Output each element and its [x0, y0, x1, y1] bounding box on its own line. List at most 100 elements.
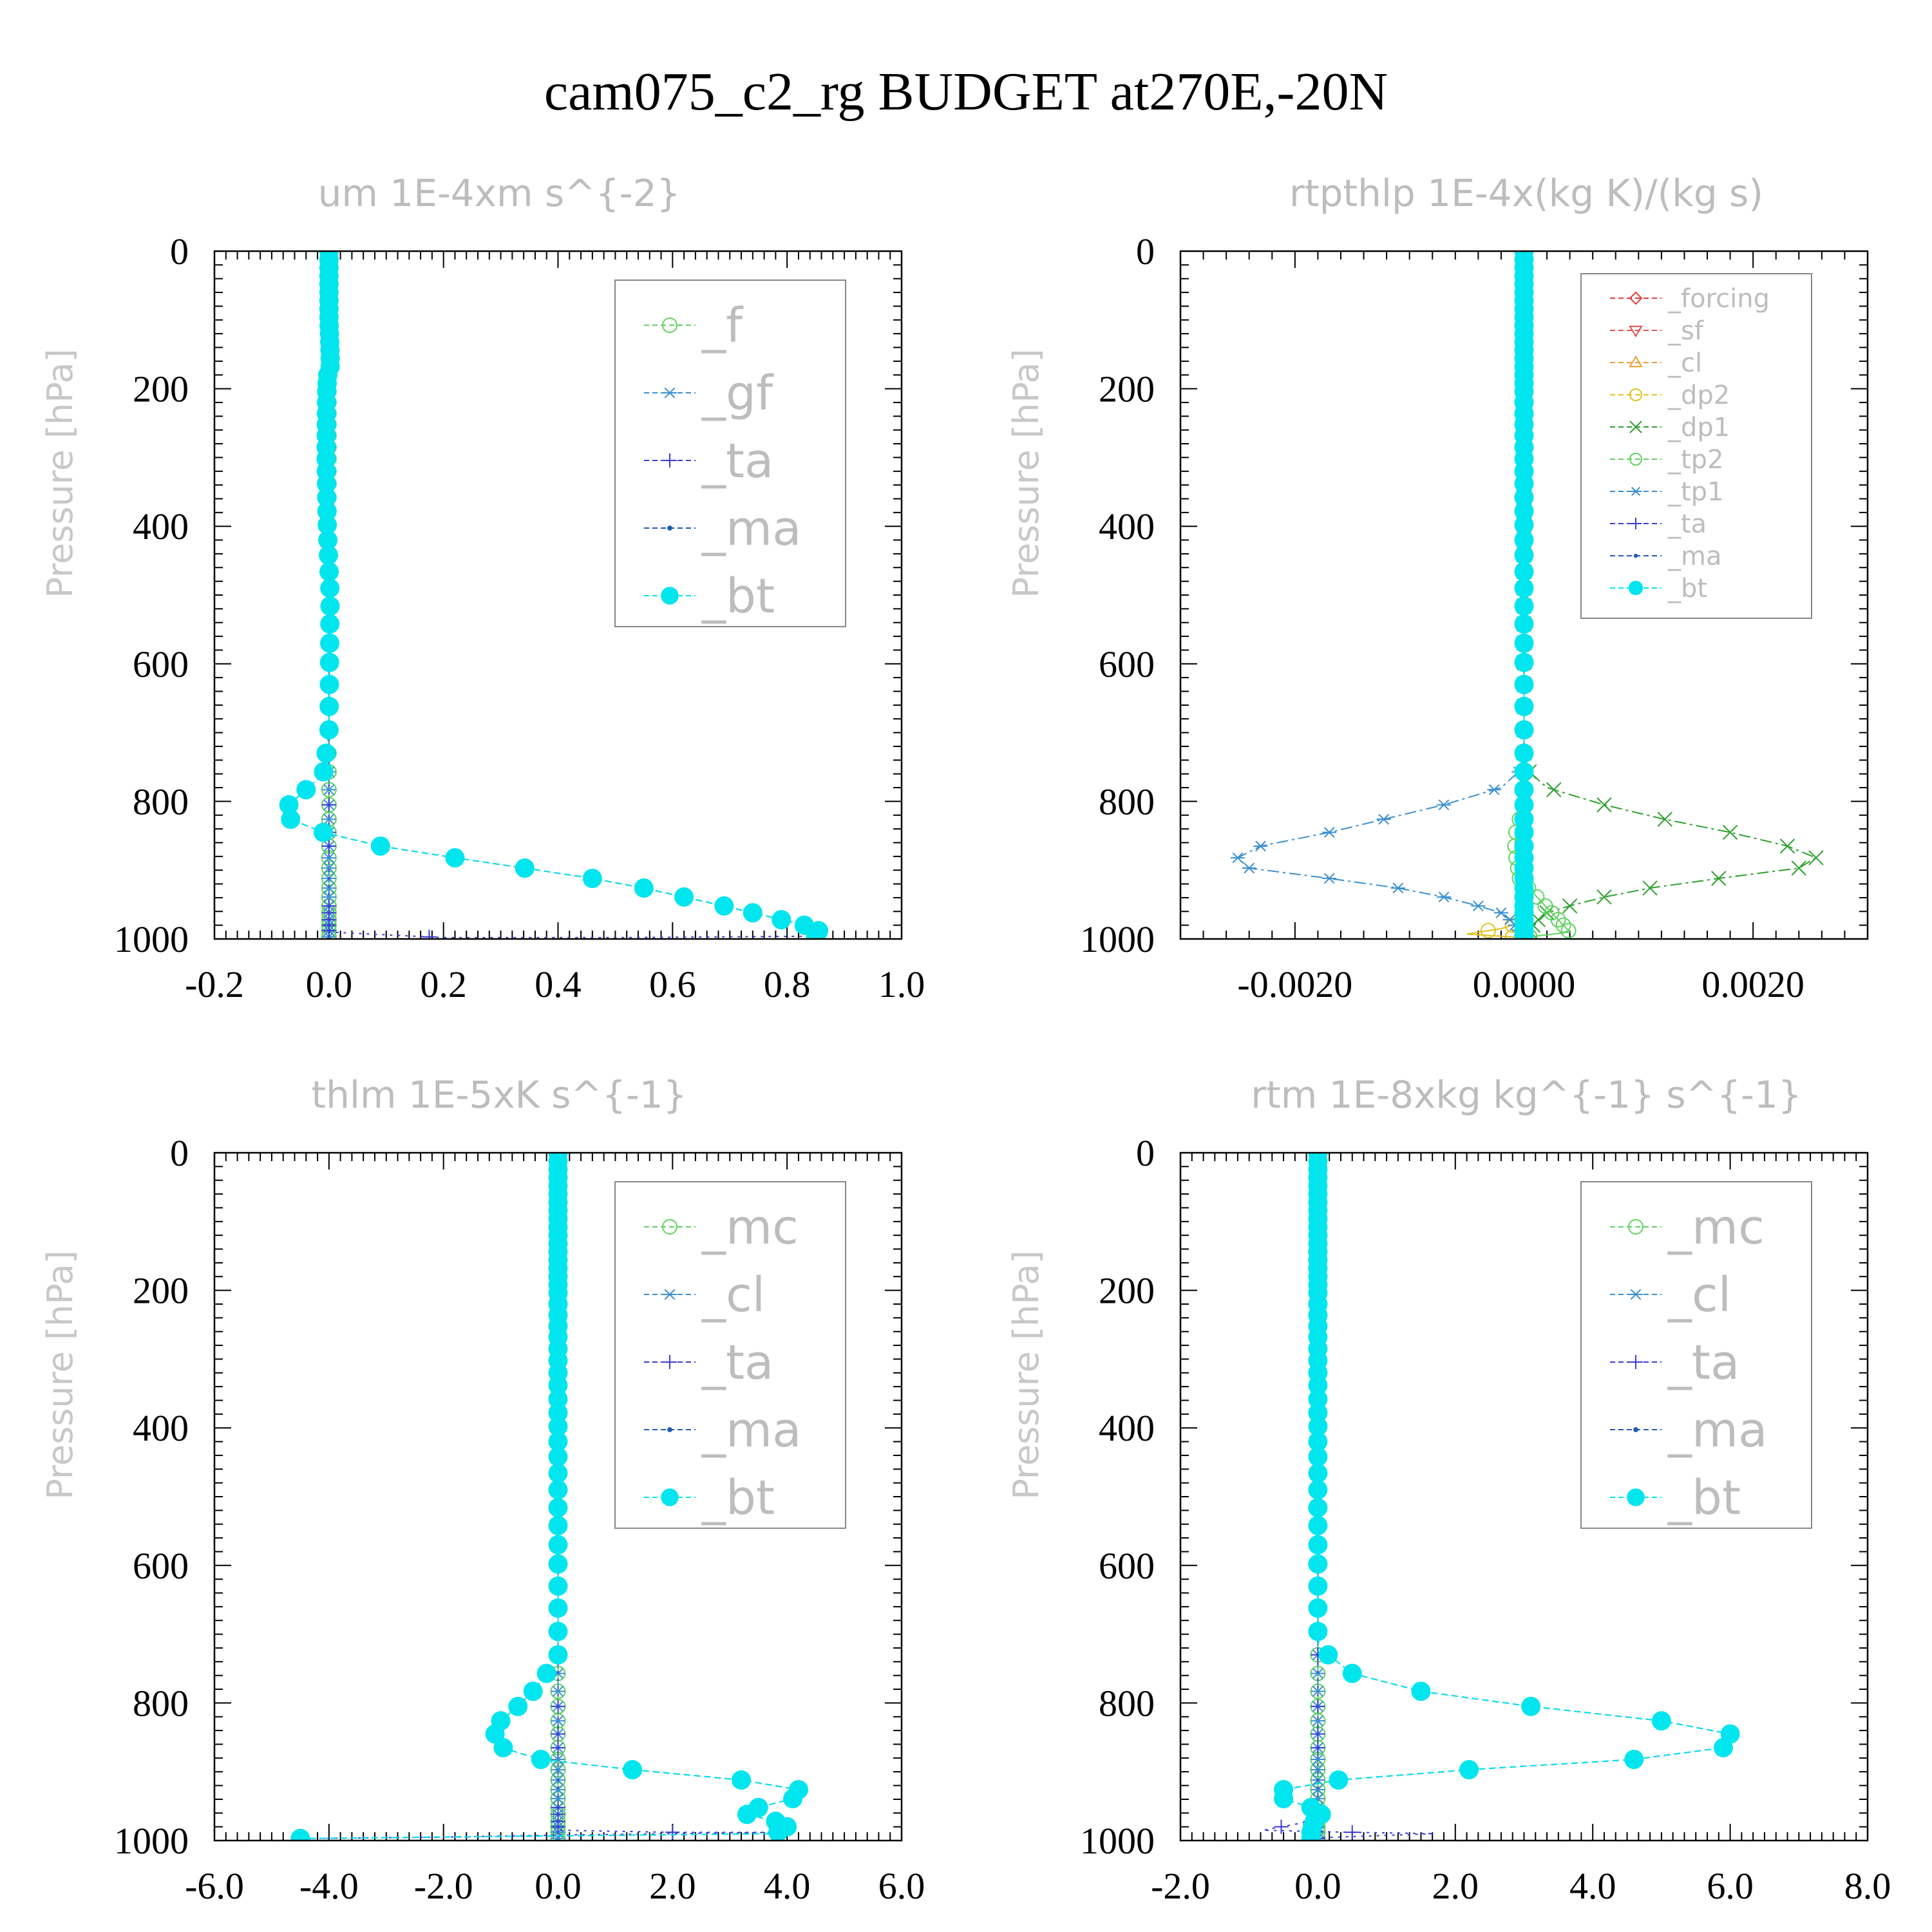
data-point: [1308, 1417, 1328, 1437]
x-tick-label: 0.0: [306, 963, 353, 1005]
y-axis-label-um: Pressure [hPa]: [40, 348, 80, 598]
data-point: [743, 903, 762, 923]
data-point: [1471, 900, 1486, 912]
data-point: [737, 1804, 757, 1824]
data-point: [1308, 1432, 1328, 1452]
data-point: [296, 780, 316, 800]
y-axis-label-rtpthlp: Pressure [hPa]: [1006, 348, 1046, 598]
data-point: [1514, 501, 1534, 521]
x-tick-label: 0.0: [535, 1865, 582, 1907]
y-tick-label: 200: [1099, 368, 1155, 410]
series-layer: [1230, 251, 1824, 939]
y-tick-label: 400: [1099, 1407, 1155, 1449]
data-point: [548, 1598, 568, 1618]
legend-marker: [667, 1427, 672, 1432]
data-point: [321, 891, 336, 903]
legend-label: _ta: [1667, 509, 1707, 539]
data-point: [1514, 652, 1534, 672]
legend-label: _ma: [1667, 1403, 1767, 1458]
y-tick-label: 800: [133, 1682, 189, 1724]
y-tick-label: 600: [133, 643, 189, 685]
data-point: [1651, 1711, 1671, 1731]
y-tick-label: 1000: [114, 1820, 189, 1862]
x-tick-label: -0.0020: [1237, 963, 1352, 1005]
data-point: [1514, 762, 1534, 782]
x-tick-label: 2.0: [1432, 1865, 1479, 1907]
legend-marker: [1633, 553, 1638, 558]
data-point: [1642, 880, 1658, 896]
data-point: [1318, 1645, 1338, 1665]
data-point: [783, 1788, 803, 1808]
y-tick-label: 1000: [1080, 918, 1155, 960]
data-point: [1657, 811, 1672, 827]
data-point: [1311, 1764, 1325, 1776]
legend-marker: [1629, 355, 1643, 368]
data-point: [551, 1754, 565, 1765]
data-point: [1596, 889, 1612, 905]
x-tick-label: 0.0000: [1473, 963, 1576, 1005]
data-point: [320, 578, 340, 598]
data-point: [548, 1447, 568, 1467]
panel-um: um 1E-4xm s^{-2} Pressure [hPa] 0 200 400 6…: [40, 171, 925, 1005]
data-point: [1274, 1819, 1289, 1834]
data-point: [319, 633, 339, 653]
data-point: [1514, 697, 1534, 717]
series-line: [1236, 251, 1525, 938]
series-bt: [290, 1153, 808, 1841]
data-point: [508, 1696, 528, 1716]
x-tick-label: 6.0: [878, 1865, 925, 1907]
axis-ticks: [1180, 1152, 1868, 1841]
series-ta: [1262, 1153, 1435, 1841]
legend-label: _bt: [701, 569, 775, 624]
figure-title: cam075_c2_rg BUDGET at270E,-20N: [544, 62, 1388, 122]
data-point: [1514, 720, 1534, 740]
y-axis-label-thlm: Pressure [hPa]: [40, 1250, 80, 1499]
data-point: [1521, 1696, 1541, 1716]
plot-frame: [1179, 250, 1869, 940]
legend-label: _ma: [1667, 542, 1721, 571]
data-point: [320, 614, 340, 634]
series-layer: [1262, 1153, 1740, 1841]
data-point: [548, 1554, 568, 1574]
data-point: [1808, 850, 1824, 866]
legend-marker: [1628, 1219, 1643, 1235]
legend-label: _mc: [1667, 1200, 1765, 1255]
data-point: [1308, 1389, 1328, 1409]
data-point: [772, 910, 791, 930]
data-point: [548, 1535, 568, 1555]
plot-frame: [1179, 1151, 1869, 1842]
data-point: [1308, 1403, 1328, 1423]
data-point: [548, 1480, 568, 1500]
y-tick-label: 200: [133, 368, 189, 410]
data-point: [1311, 1668, 1325, 1679]
data-point: [319, 562, 339, 582]
data-point: [319, 674, 339, 694]
data-point: [551, 1740, 565, 1755]
data-point: [321, 838, 336, 853]
data-point: [1230, 852, 1245, 864]
panel-rtpthlp: rtpthlp 1E-4x(kg K)/(kg s) Pressure [hPa…: [1006, 171, 1869, 1005]
legend-marker: [1628, 580, 1643, 596]
data-point: [1514, 633, 1534, 653]
data-point: [548, 1463, 568, 1483]
y-tick-label: 200: [133, 1270, 189, 1312]
data-point: [321, 923, 336, 938]
axis-ticks: [1180, 251, 1868, 940]
data-point: [548, 1389, 568, 1409]
data-point: [317, 473, 337, 493]
data-point: [531, 1749, 551, 1769]
legend-label: _ta: [1667, 1335, 1739, 1390]
series-markers: [1514, 251, 1534, 939]
y-tick-label: 1000: [114, 918, 189, 960]
data-point: [674, 887, 694, 907]
legend-label: _f: [701, 298, 744, 354]
data-point: [548, 1432, 568, 1452]
data-point: [1311, 1784, 1325, 1795]
data-point: [321, 784, 336, 795]
data-point: [316, 743, 336, 763]
x-tick-label: -0.2: [185, 963, 244, 1005]
data-point: [1345, 1825, 1359, 1840]
data-point: [551, 1727, 565, 1741]
legend-marker: [1630, 518, 1642, 529]
data-point: [1437, 891, 1452, 903]
